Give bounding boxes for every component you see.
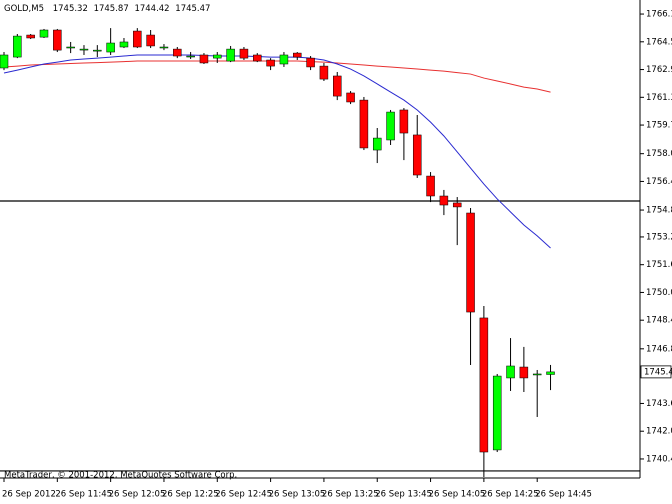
y-tick-label: 1751.65 [646,260,672,270]
candle-body [13,35,22,58]
y-tick-label: 1762.90 [646,65,672,75]
current-price-label: 1745.47 [644,367,672,377]
x-tick-label: 26 Sep 12:45 [215,490,272,500]
candle-body [479,317,489,453]
candle-body [439,195,449,206]
y-tick-label: 1742.05 [646,427,672,437]
candle-body [93,49,102,52]
candle-body [412,134,422,176]
y-tick-label: 1761.30 [646,93,672,103]
candle-body [333,75,342,97]
candle-body [426,175,435,197]
candle-body [306,57,315,68]
last-high: 1745.87 [94,4,129,14]
y-tick-label: 1758.05 [646,149,672,159]
x-tick-label: 26 Sep 13:45 [375,490,432,500]
candle-body [26,34,35,39]
candle-body [199,54,209,64]
candle-body [79,48,89,51]
candle-body [133,30,142,48]
candle-body [399,109,409,134]
candle-body [532,373,542,376]
candle-body [226,48,235,62]
x-tick-label: 26 Sep 14:25 [482,490,539,500]
candle-body [319,65,329,80]
candle-body [106,42,115,53]
candle-body [53,29,62,51]
candle-body [173,48,182,57]
symbol: GOLD,M5 [4,4,44,14]
candle-body [0,54,9,69]
candle-body [213,54,222,59]
candle-body [293,52,302,58]
candle-body [506,365,515,379]
candle-body [146,34,155,47]
x-tick-label: 26 Sep 14:05 [429,490,486,500]
candle-body [386,111,395,141]
chart-header: GOLD,M5 1745.32 1745.87 1744.42 1745.47 [4,4,210,14]
candle-body [492,375,502,451]
x-tick-label: 26 Sep 12:25 [162,490,219,500]
candle-body [119,41,129,48]
last-open: 1745.32 [53,4,88,14]
moving-average [3,60,551,93]
y-tick-label: 1743.65 [646,399,672,409]
y-tick-label: 1740.45 [646,454,672,464]
candle-body [359,99,369,149]
x-tick-label: 26 Sep 13:05 [269,490,326,500]
y-tick-label: 1750.05 [646,288,672,298]
y-tick-label: 1753.25 [646,232,672,242]
y-tick-label: 1754.80 [646,206,672,216]
x-tick-label: 26 Sep 11:45 [55,490,112,500]
candle-body [372,137,382,151]
candle-body [266,59,275,67]
last-low: 1744.42 [134,4,169,14]
candle-body [66,46,75,49]
y-tick-label: 1746.80 [646,344,672,354]
candle-body [186,55,195,58]
candle-body [239,48,249,59]
y-tick-label: 1764.50 [646,37,672,47]
last-close: 1745.47 [175,4,210,14]
x-tick-label: 26 Sep 12:05 [109,490,166,500]
y-tick-label: 1756.45 [646,177,672,187]
y-tick-label: 1759.70 [646,121,672,131]
candle-body [519,366,529,379]
candle-body [159,46,169,49]
y-tick-label: 1748.45 [646,316,672,326]
candle-body [546,371,555,375]
x-tick-label: 26 Sep 14:45 [535,490,592,500]
candle-body [253,54,262,62]
x-tick-label: 26 Sep 2012 [2,490,56,500]
footer: MetaTrader, © 2001-2012, MetaQuotes Soft… [4,471,237,481]
candle-body [346,92,355,103]
candle-body [452,202,462,208]
candle-body [39,29,49,38]
candle-body [466,212,475,313]
y-tick-label: 1766.10 [646,10,672,20]
current-price-box [640,365,672,379]
x-tick-label: 26 Sep 13:25 [322,490,379,500]
candle-body [279,54,289,65]
moving-average [3,54,551,249]
